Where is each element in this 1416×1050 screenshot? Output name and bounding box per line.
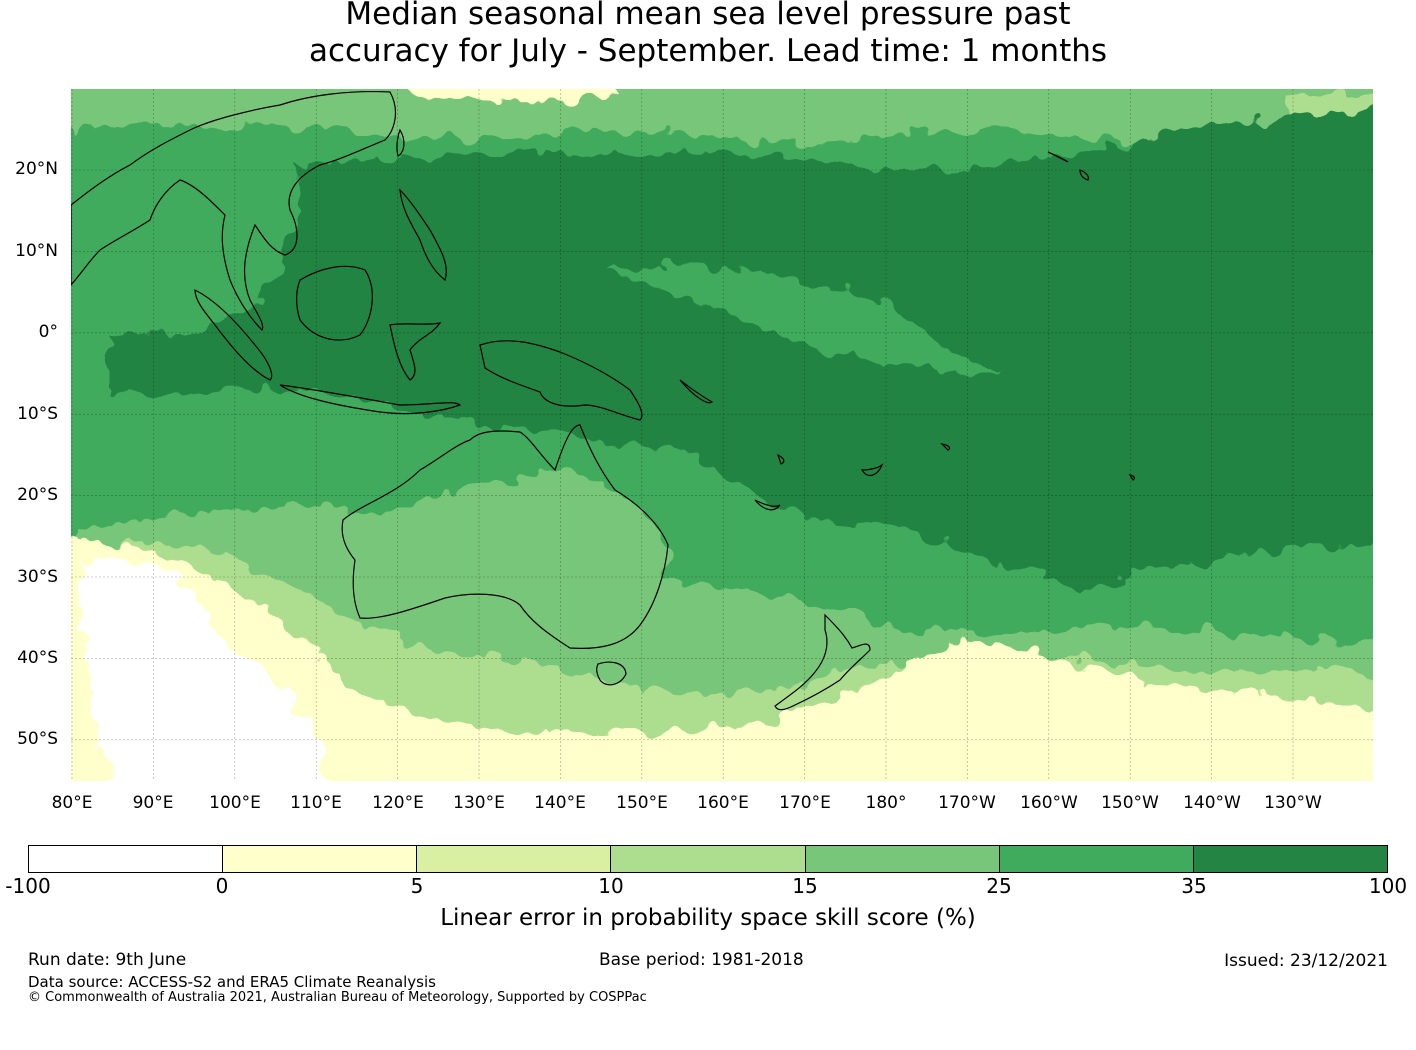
colorbar-tick: 100 [1368,874,1408,898]
lat-label-0: 0° [38,322,58,342]
colorbar-tick: 5 [410,874,424,898]
lon-label-140w: 140°W [1183,793,1241,813]
lat-label-10n: 10°N [15,241,58,261]
lon-label-140e: 140°E [534,793,586,813]
lon-label-160e: 160°E [697,793,749,813]
lat-label-50s: 50°S [17,729,58,749]
lat-label-10s: 10°S [17,404,58,424]
lon-label-110e: 110°E [290,793,342,813]
colorbar-segment-10-15 [611,846,806,872]
colorbar-tick: 0 [215,874,229,898]
coastlines [71,90,1136,711]
lon-label-150e: 150°E [616,793,668,813]
title-line-1: Median seasonal mean sea level pressure … [345,0,1071,32]
base-period: Base period: 1981-2018 [599,950,804,970]
lon-label-170e: 170°E [779,793,831,813]
issued-date: Issued: 23/12/2021 [1224,951,1388,971]
colorbar-segment-35-100 [1193,846,1387,872]
lon-label-180: 180° [865,793,907,813]
score-field [71,89,1373,781]
colorbar-tick: 10 [598,874,624,898]
lon-label-170w: 170°W [938,793,996,813]
lon-label-100e: 100°E [209,793,261,813]
lat-label-20n: 20°N [15,159,58,179]
colorbar-label: Linear error in probability space skill … [440,905,976,931]
lon-label-130e: 130°E [453,793,505,813]
lon-label-90e: 90°E [132,793,174,813]
colorbar-tick: 35 [1181,874,1207,898]
colorbar-segment-5-10 [417,846,612,872]
lat-label-30s: 30°S [17,567,58,587]
colorbar-tick: -100 [5,874,51,898]
lon-label-80e: 80°E [51,793,93,813]
colorbar-segment-15-25 [805,846,1000,872]
colorbar-segment-0-5 [223,846,418,872]
skill-score-map [71,89,1373,781]
title-line-2: accuracy for July - September. Lead time… [308,33,1108,69]
lat-label-40s: 40°S [17,648,58,668]
lon-label-130w: 130°W [1264,793,1322,813]
copyright: © Commonwealth of Australia 2021, Austra… [28,990,647,1005]
lon-label-160w: 160°W [1020,793,1078,813]
run-date: Run date: 9th June [28,950,187,970]
lat-label-20s: 20°S [17,485,58,505]
colorbar-tick: 25 [986,874,1012,898]
lon-label-120e: 120°E [372,793,424,813]
colorbar-segment-neg100-0 [29,846,224,872]
lon-label-150w: 150°W [1101,793,1159,813]
colorbar-tick: 15 [792,874,818,898]
colorbar [28,845,1388,873]
data-source: Data source: ACCESS-S2 and ERA5 Climate … [28,973,436,991]
colorbar-segment-25-35 [999,846,1194,872]
